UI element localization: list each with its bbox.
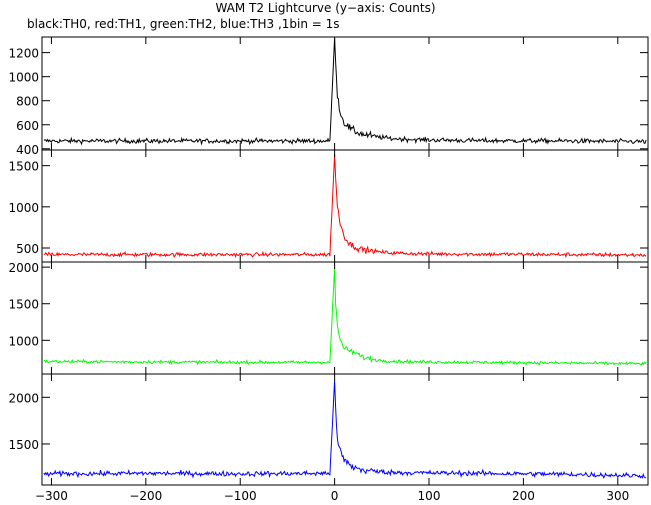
y-tick-label: 1200 [8, 47, 39, 61]
y-tick-label: 1000 [8, 201, 39, 215]
series-line-th0 [43, 38, 647, 146]
series-line-th3 [43, 380, 647, 479]
x-tick-label: −200 [129, 489, 162, 503]
y-tick-label: 400 [16, 143, 39, 157]
x-tick-label: 200 [512, 489, 535, 503]
y-tick-label: 2000 [8, 391, 39, 405]
panel-th1: 500 1000 1500 [8, 149, 649, 263]
y-tick-label: 800 [16, 95, 39, 109]
y-tick-label: 1000 [8, 334, 39, 348]
y-tick-label: 600 [16, 119, 39, 133]
chart-subtitle: black:TH0, red:TH1, green:TH2, blue:TH3 … [27, 17, 340, 31]
y-tick-label: 1500 [8, 298, 39, 312]
panel-th2: 1000 1500 2000 [8, 261, 649, 375]
x-tick-label: 100 [418, 489, 441, 503]
panel-frame [41, 36, 649, 151]
chart-title: WAM T2 Lightcurve (y−axis: Counts) [215, 1, 436, 15]
x-tick-label: 300 [606, 489, 629, 503]
x-tick-label: −100 [224, 489, 257, 503]
panel-frame [41, 149, 649, 263]
series-line-th1 [43, 154, 647, 259]
series-line-th2 [43, 267, 647, 366]
y-tick-label: 500 [16, 242, 39, 256]
x-tick-label: 0 [331, 489, 339, 503]
panel-th3: 1500 2000 −300 −200 −100 0 100 200 300 [8, 373, 649, 503]
y-tick-label: 1500 [8, 160, 39, 174]
y-tick-label: 1000 [8, 71, 39, 85]
x-tick-label: −300 [35, 489, 68, 503]
panel-frame [41, 261, 649, 375]
y-tick-label: 2000 [8, 261, 39, 275]
y-tick-label: 1500 [8, 438, 39, 452]
panel-th0: 400 600 800 1000 1200 [8, 36, 649, 157]
panel-frame [41, 373, 649, 486]
